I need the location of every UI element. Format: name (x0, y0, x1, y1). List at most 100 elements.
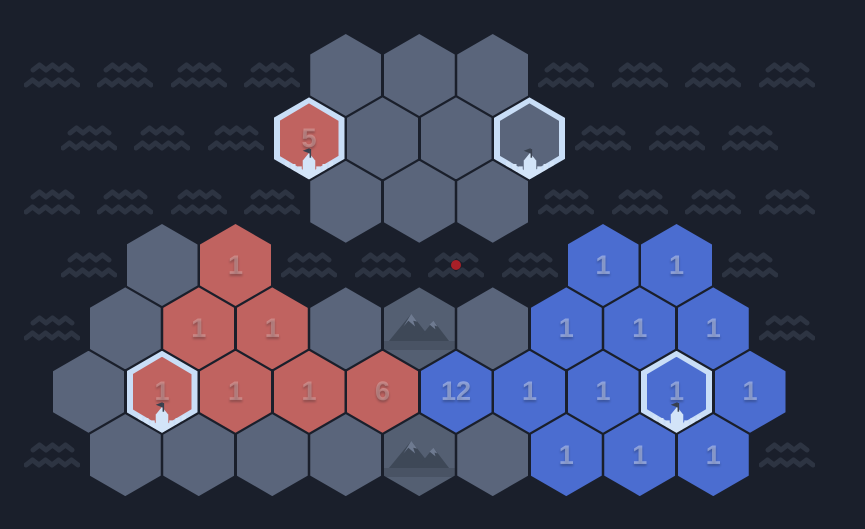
hex-value: 1 (521, 376, 538, 407)
hex-value: 1 (154, 376, 170, 407)
hex-value: 1 (742, 376, 758, 407)
hex-value: 1 (227, 249, 244, 280)
mountain-ground-band (383, 468, 455, 478)
hex-value: 1 (558, 439, 574, 470)
hex-tile[interactable] (383, 414, 455, 497)
wave-icon (648, 125, 705, 151)
mountain-icon (388, 314, 449, 342)
hex-tile[interactable] (310, 287, 382, 370)
hex-tile[interactable]: 1 (530, 287, 602, 370)
hex-value: 1 (595, 376, 611, 407)
wave-icon (23, 442, 80, 468)
wave-icon (170, 189, 227, 215)
wave-icon (97, 62, 154, 88)
wave-icon (60, 252, 117, 278)
wave-icon (758, 315, 815, 341)
wave-icon (575, 125, 631, 151)
hex-tile[interactable]: 1 (530, 414, 602, 497)
hex-tile[interactable] (310, 160, 382, 243)
hex-tile[interactable] (347, 97, 418, 180)
wave-icon (244, 62, 301, 88)
hex-tile[interactable] (457, 287, 529, 370)
hex-tile[interactable] (383, 287, 455, 370)
hex-tile[interactable] (383, 160, 455, 243)
hex-tile[interactable]: 6 (347, 350, 418, 433)
hex-tile[interactable] (89, 287, 161, 370)
hex-tile[interactable]: 1 (236, 287, 308, 370)
wave-icon (538, 189, 595, 215)
hex-tile[interactable]: 1 (641, 350, 712, 433)
wave-icon (611, 189, 668, 215)
hex-tile[interactable] (457, 160, 529, 243)
hex-tile[interactable]: 1 (567, 224, 639, 307)
hex-value: 1 (668, 376, 685, 407)
hex-value: 12 (440, 376, 472, 407)
hex-value: 1 (632, 439, 648, 470)
wave-icon (97, 189, 154, 215)
hex-tile[interactable] (89, 414, 161, 497)
mountain-ground-band (383, 341, 455, 351)
wave-icon (244, 189, 301, 215)
hex-tile[interactable]: 1 (163, 287, 235, 370)
hex-tile[interactable]: 1 (567, 350, 639, 433)
hex-tile[interactable]: 1 (494, 350, 565, 433)
mountain-icon (388, 441, 449, 469)
hex-tile[interactable]: 1 (677, 414, 749, 497)
wave-icon (428, 252, 484, 278)
hex-value: 6 (374, 376, 391, 407)
wave-icon (758, 442, 815, 468)
hex-tile[interactable]: 1 (200, 350, 271, 433)
hex-tile[interactable]: 1 (604, 414, 676, 497)
hex-value: 1 (558, 312, 574, 343)
hex-value: 1 (632, 312, 648, 343)
wave-icon (758, 62, 815, 88)
hex-tile[interactable]: 1 (677, 287, 749, 370)
wave-icon (23, 62, 80, 88)
hex-tile[interactable] (420, 97, 492, 180)
wave-icon (23, 315, 80, 341)
hex-tile[interactable] (53, 350, 124, 433)
hex-tile[interactable]: 1 (273, 350, 345, 433)
hex-value: 5 (301, 122, 317, 153)
hex-tile[interactable] (236, 414, 308, 497)
wave-icon (60, 125, 117, 151)
hex-tile[interactable] (163, 414, 235, 497)
wave-icon (538, 62, 595, 88)
hex-value: 1 (264, 312, 280, 343)
hex-tile[interactable]: 5 (273, 97, 345, 180)
hex-value: 1 (227, 376, 244, 407)
wave-icon (611, 62, 668, 88)
hex-tile[interactable] (383, 34, 455, 116)
wave-icon (354, 252, 411, 278)
wave-icon (501, 252, 558, 278)
hex-tile[interactable]: 1 (714, 350, 786, 433)
hex-tile[interactable]: 1 (641, 224, 712, 307)
hex-tile[interactable]: 1 (200, 224, 271, 307)
hex-tile[interactable]: 12 (420, 350, 492, 433)
marker-dot (451, 260, 461, 271)
wave-icon (685, 62, 742, 88)
wave-icon (758, 189, 815, 215)
hex-value: 1 (668, 249, 685, 280)
hex-tile[interactable]: 1 (604, 287, 676, 370)
hex-value: 1 (191, 312, 207, 343)
hex-value: 1 (301, 376, 317, 407)
hex-tile[interactable] (126, 224, 198, 307)
hex-tile[interactable] (494, 97, 565, 180)
hex-tile[interactable]: 1 (126, 350, 198, 433)
hex-tile[interactable] (310, 414, 382, 497)
wave-icon (207, 125, 264, 151)
wave-icon (23, 189, 80, 215)
hex-tile[interactable] (310, 34, 382, 116)
wave-icon (281, 252, 337, 278)
wave-icon (722, 252, 778, 278)
hex-tile[interactable] (457, 34, 529, 116)
hex-value: 1 (705, 312, 721, 343)
hex-tile[interactable] (457, 414, 529, 497)
wave-icon (170, 62, 227, 88)
wave-icon (134, 125, 190, 151)
hex-value: 1 (705, 439, 721, 470)
